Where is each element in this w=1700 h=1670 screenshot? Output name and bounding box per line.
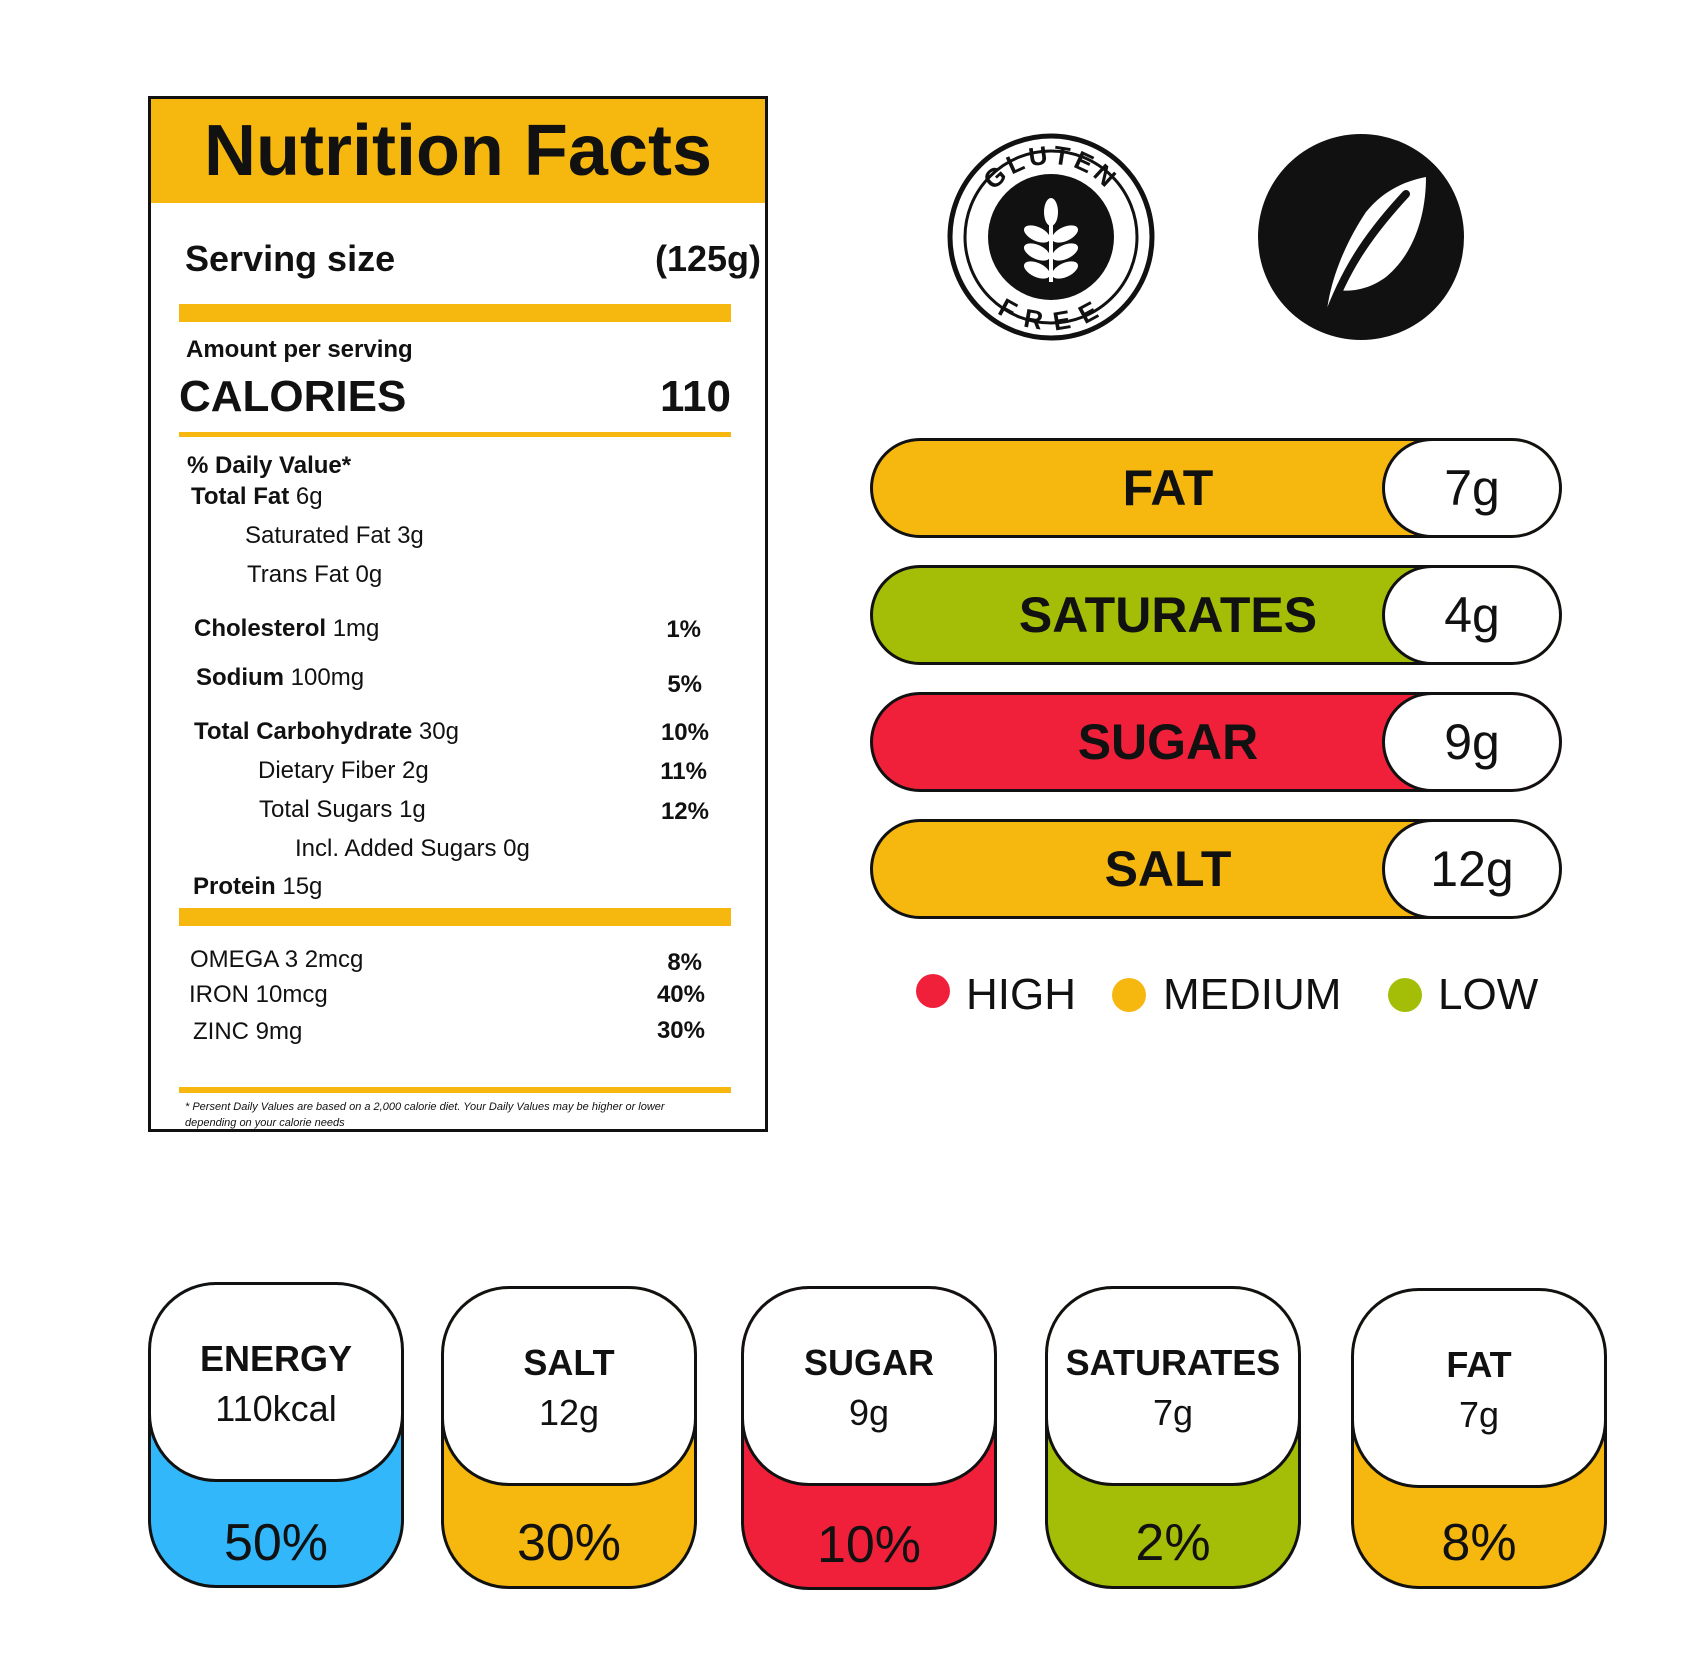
legend-dot-medium [1112,978,1146,1012]
mineral-row-omega3: OMEGA 3 2mcg [190,946,364,973]
gluten-free-badge: GLUTEN FREE [947,133,1155,341]
divider-thick-2 [179,908,731,926]
nutrient-row-protein: Protein 15g [193,873,323,900]
nutrient-row-total-fat: Total Fat 6g [191,483,323,510]
pill-name: SALT [523,1342,615,1383]
pct-sodium: 5% [667,671,702,698]
pill-amount: 7g [1458,1394,1500,1435]
daily-value-heading: % Daily Value* [187,452,352,479]
vegan-badge [1258,134,1464,340]
traffic-bar-label: SATURATES [1018,587,1318,643]
wheat-icon [1023,198,1079,282]
pill-top [744,1289,994,1486]
panel-title: Nutrition Facts [203,111,712,191]
panel-header: Nutrition Facts [151,99,765,203]
traffic-bar-sugar: SUGAR 9g [870,692,1562,792]
pill-energy: ENERGY 110kcal 50% [148,1282,404,1588]
nutrient-row-total-carbohydrate: Total Carbohydrate 30g [194,718,459,745]
leaf-icon [1322,177,1426,326]
divider-thick [179,304,731,322]
pill-percent: 50% [223,1514,329,1572]
serving-size-value: (125g) [654,238,761,279]
calories-value: 110 [660,372,731,421]
nutrient-row-added-sugars: Incl. Added Sugars 0g [295,835,530,862]
pill-name: SUGAR [803,1342,934,1383]
legend-dot-low [1388,978,1422,1012]
pill-name: ENERGY [199,1338,353,1379]
pill-percent: 8% [1441,1514,1517,1572]
legend-label-high: HIGH [966,970,1076,1019]
nutrient-row-trans-fat: Trans Fat 0g [247,561,383,588]
pct-dietary-fiber: 11% [660,758,707,785]
traffic-bar-value: 7g [1382,441,1559,535]
pct-cholesterol: 1% [666,616,701,643]
nutrient-row-sodium: Sodium 100mg [196,664,365,691]
traffic-bar-value: 12g [1382,822,1559,916]
pct-total-sugars: 12% [660,798,709,825]
legend-label-low: LOW [1438,970,1539,1019]
nutrient-row-total-sugars: Total Sugars 1g [259,796,426,823]
pill-top [444,1289,694,1486]
pill-top [151,1285,401,1482]
traffic-bar-value: 9g [1382,695,1559,789]
pill-fat: FAT 7g 8% [1351,1288,1607,1589]
pill-amount: 110kcal [215,1388,337,1429]
traffic-bar-label: SALT [1104,841,1232,897]
calories-label: CALORIES [179,372,407,421]
pill-percent: 10% [816,1516,922,1574]
pct-zinc: 30% [656,1017,705,1044]
pill-percent: 2% [1135,1514,1211,1572]
pill-amount: 12g [538,1392,600,1433]
legend-dot-high [916,974,950,1008]
pill-percent: 30% [516,1514,622,1572]
traffic-bar-salt: SALT 12g [870,819,1562,919]
mineral-row-iron: IRON 10mcg [189,981,328,1008]
amount-per-serving: Amount per serving [186,336,413,363]
traffic-bar-saturates: SATURATES 4g [870,565,1562,665]
legend-label-medium: MEDIUM [1163,970,1342,1019]
traffic-bar-value: 4g [1382,568,1559,662]
pill-amount: 9g [848,1392,890,1433]
pill-top [1048,1289,1298,1486]
pill-amount: 7g [1152,1392,1194,1433]
nutrient-row-dietary-fiber: Dietary Fiber 2g [258,757,429,784]
traffic-bar-label: SUGAR [1077,714,1259,770]
pct-omega3: 8% [667,949,702,976]
pill-name: SATURATES [1065,1342,1281,1383]
pct-iron: 40% [656,981,705,1008]
pill-saturates: SATURATES 7g 2% [1045,1286,1301,1589]
nutrient-row-cholesterol: Cholesterol 1mg [194,615,380,642]
pill-sugar: SUGAR 9g 10% [741,1286,997,1590]
divider-footnote [179,1087,731,1093]
mineral-row-zinc: ZINC 9mg [193,1018,303,1045]
pill-salt: SALT 12g 30% [441,1286,697,1589]
footnote-line-2: depending on your calorie needs [185,1117,345,1129]
traffic-bar-fat: FAT 7g [870,438,1562,538]
nutrient-row-saturated-fat: Saturated Fat 3g [245,522,424,549]
pct-total-carbohydrate: 10% [660,719,709,746]
pill-top [1354,1291,1604,1488]
footnote-line-1: * Persent Daily Values are based on a 2,… [185,1101,665,1113]
serving-size-label: Serving size [185,238,396,279]
traffic-bar-label: FAT [1122,460,1214,516]
divider-thin [179,432,731,437]
pill-name: FAT [1446,1344,1512,1385]
nutrition-facts-panel: Nutrition Facts Serving size (125g) Amou… [148,96,768,1132]
